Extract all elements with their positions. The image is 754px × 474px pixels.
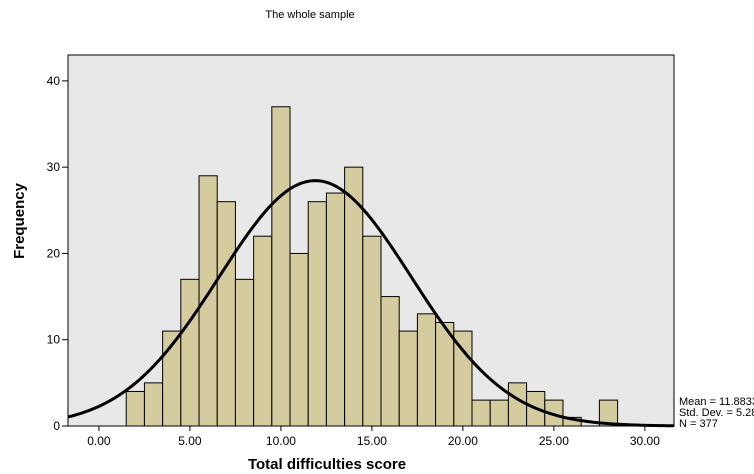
x-tick-label: 20.00 xyxy=(448,434,478,448)
histogram-bar xyxy=(253,235,273,427)
x-axis-title: Total difficulties score xyxy=(248,456,406,473)
histogram-bar xyxy=(271,106,291,427)
y-tick-label: 30 xyxy=(47,160,61,174)
y-axis-title: Frequency xyxy=(11,182,28,259)
histogram-bar xyxy=(234,278,255,427)
y-tick-label: 40 xyxy=(47,74,61,88)
x-tick-label: 10.00 xyxy=(266,434,296,448)
y-tick-label: 0 xyxy=(53,419,60,433)
normal-curve xyxy=(67,179,675,428)
histogram-bar xyxy=(435,321,455,427)
x-tick-label: 15.00 xyxy=(357,434,387,448)
chart-title: The whole sample xyxy=(265,9,354,21)
histogram-bar xyxy=(143,382,164,427)
histogram-bar xyxy=(289,252,309,427)
histogram-bar xyxy=(398,330,418,427)
y-tick-label: 10 xyxy=(47,333,61,347)
histogram-bar xyxy=(180,278,200,427)
x-tick-label: 25.00 xyxy=(539,434,569,448)
histogram-bar xyxy=(362,235,382,427)
histogram-bar xyxy=(471,399,491,427)
histogram-bar xyxy=(507,382,528,427)
stats-n: N = 377 xyxy=(679,418,718,430)
histogram-bar xyxy=(125,390,145,427)
x-tick-label: 0.00 xyxy=(87,434,111,448)
x-axis: 0.00 5.00 10.00 15.00 20.00 25.00 30.00 xyxy=(87,426,660,448)
x-tick-label: 30.00 xyxy=(630,434,660,448)
stats-std-dev: Std. Dev. = 5.2887 xyxy=(679,407,754,419)
histogram-bars xyxy=(125,106,619,427)
histogram-bar xyxy=(307,201,327,427)
y-tick-label: 20 xyxy=(47,246,61,260)
x-tick-label: 5.00 xyxy=(178,434,202,448)
histogram-bar xyxy=(416,313,437,427)
histogram-bar xyxy=(598,399,619,427)
histogram-bar xyxy=(325,192,346,427)
histogram-bar xyxy=(380,296,400,427)
histogram-bar xyxy=(216,201,236,427)
histogram-bar xyxy=(453,330,473,427)
histogram-bar xyxy=(489,399,509,427)
y-axis: 0 10 20 30 40 xyxy=(47,74,68,433)
stats-mean: Mean = 11.8833 xyxy=(679,396,754,408)
